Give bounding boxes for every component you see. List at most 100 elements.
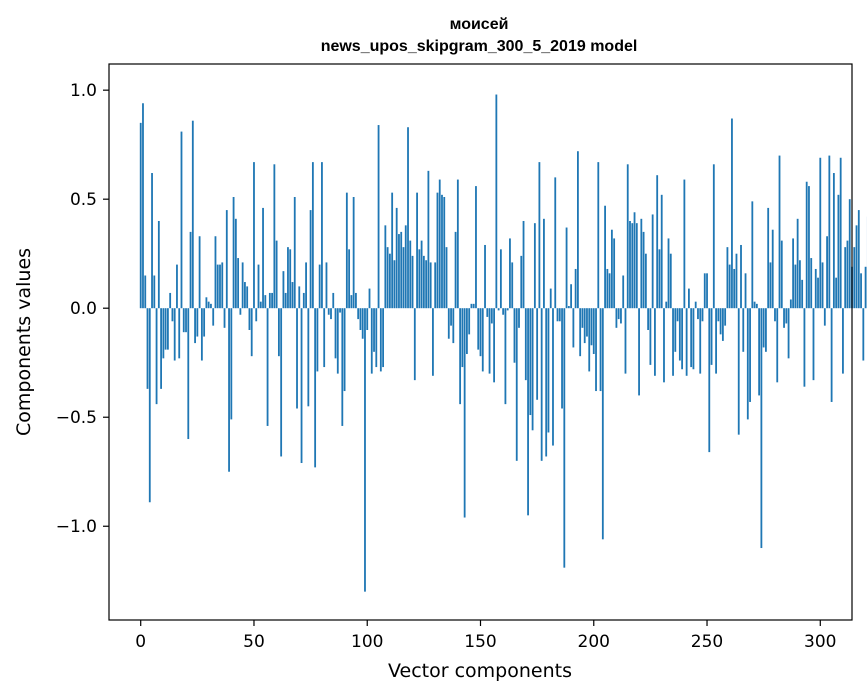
bar-component-85 (332, 292, 335, 309)
bar-component-193 (577, 151, 579, 309)
bar-component-244 (692, 308, 695, 370)
bar-component-138 (452, 308, 455, 344)
bar-component-28 (203, 308, 206, 337)
bar-component-171 (527, 308, 529, 516)
bar-component-284 (783, 308, 785, 328)
bar-component-11 (164, 308, 167, 350)
bar-component-240 (683, 179, 686, 309)
bar-component-124 (420, 240, 423, 309)
bar-component-10 (162, 308, 165, 359)
bar-component-145 (468, 308, 471, 335)
bar-component-143 (463, 308, 466, 518)
bar-component-276 (765, 308, 767, 352)
bar-component-140 (456, 179, 459, 309)
bar-component-230 (660, 194, 663, 309)
bar-component-134 (443, 197, 446, 309)
bar-component-131 (436, 192, 439, 309)
bar-component-147 (472, 303, 475, 309)
bar-component-59 (273, 164, 276, 309)
bar-component-39 (228, 308, 230, 472)
bar-component-221 (640, 218, 643, 309)
x-axis-ticks: 0 50 100 150 200 250 300 (135, 620, 837, 652)
bar-component-96 (357, 308, 360, 320)
bar-component-270 (751, 201, 754, 309)
x-tick-label: 200 (578, 632, 610, 652)
bar-component-287 (789, 299, 792, 309)
bar-component-166 (515, 308, 518, 461)
bar-component-293 (803, 308, 806, 387)
bar-component-186 (561, 308, 563, 409)
bar-component-49 (250, 308, 253, 357)
bar-component-220 (638, 308, 640, 396)
bar-component-25 (196, 308, 199, 337)
bar-component-111 (391, 192, 394, 309)
bar-component-64 (284, 292, 287, 309)
bar-component-157 (495, 94, 498, 309)
bar-component-67 (291, 282, 294, 309)
bar-component-118 (407, 127, 409, 309)
bars-group (139, 94, 867, 592)
bar-component-9 (160, 308, 162, 389)
bar-component-71 (300, 308, 303, 464)
bar-component-280 (774, 308, 776, 322)
bar-component-136 (447, 308, 450, 339)
bar-component-29 (205, 297, 208, 309)
bar-component-279 (771, 229, 774, 309)
bar-component-268 (746, 308, 749, 420)
bar-component-228 (656, 175, 659, 309)
x-tick-label: 50 (243, 632, 265, 652)
bar-component-149 (477, 308, 480, 350)
bar-component-161 (504, 308, 507, 405)
bar-component-163 (509, 238, 511, 309)
bar-component-305 (830, 308, 833, 402)
bar-component-256 (719, 308, 722, 335)
bar-component-187 (563, 308, 566, 568)
bar-component-108 (384, 225, 387, 309)
bar-component-319 (862, 308, 865, 361)
bar-component-116 (402, 247, 405, 309)
bar-component-75 (309, 210, 312, 309)
chart-title-line2: news_upos_skipgram_300_5_2019 model (321, 38, 638, 55)
bar-component-191 (572, 308, 575, 348)
bar-component-184 (556, 308, 559, 322)
x-tick-label: 300 (804, 632, 836, 652)
bar-component-252 (710, 308, 713, 365)
bar-component-159 (499, 249, 502, 309)
bar-component-3 (146, 308, 149, 389)
bar-component-210 (615, 308, 618, 328)
bar-component-63 (282, 271, 285, 309)
bar-component-44 (239, 308, 242, 315)
bar-component-115 (400, 231, 403, 309)
bar-component-300 (819, 157, 822, 309)
y-axis-ticks: 1.0 0.5 0.0 −0.5 −1.0 (56, 81, 109, 537)
bar-component-242 (688, 288, 690, 309)
bar-component-79 (318, 264, 321, 309)
bar-component-315 (853, 247, 856, 309)
bar-component-133 (441, 194, 443, 309)
bar-component-174 (533, 223, 536, 309)
bar-component-76 (311, 162, 314, 309)
bar-component-295 (808, 186, 810, 309)
bar-component-211 (617, 308, 620, 320)
bar-component-192 (574, 268, 577, 309)
bar-component-200 (592, 308, 595, 354)
plot-frame (108, 63, 853, 621)
bar-component-30 (207, 301, 210, 309)
bar-component-285 (785, 308, 788, 324)
bar-component-32 (212, 308, 215, 326)
bar-component-217 (631, 223, 634, 309)
bar-component-201 (595, 308, 597, 392)
bar-component-153 (486, 308, 489, 317)
bar-component-51 (255, 308, 258, 322)
bar-component-56 (266, 308, 269, 426)
bar-component-282 (778, 155, 781, 309)
bar-component-307 (835, 277, 838, 309)
bar-component-231 (663, 308, 665, 383)
bar-component-100 (366, 308, 369, 330)
bar-component-178 (543, 218, 545, 309)
bar-component-103 (373, 308, 375, 352)
bar-component-302 (823, 308, 826, 326)
bar-component-176 (538, 162, 541, 309)
bar-component-58 (271, 292, 273, 309)
bar-component-273 (758, 308, 761, 396)
